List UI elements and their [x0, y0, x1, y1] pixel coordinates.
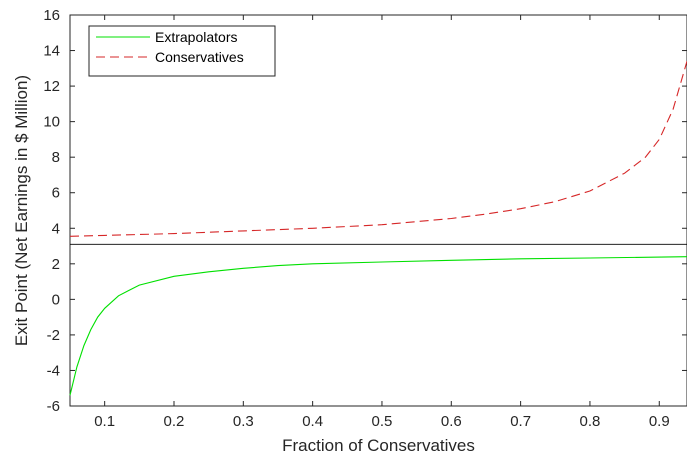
x-tick-label: 0.5: [372, 413, 393, 430]
y-tick-label: 6: [52, 185, 60, 202]
plot-area: [69, 14, 687, 407]
y-tick-label: 14: [43, 43, 60, 60]
x-tick-label: 0.2: [164, 413, 185, 430]
extrapolators-series-line: [69, 256, 687, 396]
x-tick-label: 0.1: [94, 413, 115, 430]
x-tick-label: 0.6: [441, 413, 462, 430]
conservatives-series-line: [69, 61, 687, 237]
y-tick-label: -6: [47, 398, 60, 415]
x-axis-title: Fraction of Conservatives: [282, 436, 475, 455]
y-tick-label: 4: [52, 220, 60, 237]
y-axis-title: Exit Point (Net Earnings in $ Million): [12, 75, 31, 346]
y-tick-label: 10: [43, 114, 60, 131]
plot-frame: [69, 14, 687, 407]
series-layer: [69, 61, 687, 396]
ticks-layer: 0.1 0.2 0.3 0.4 0.5 0.6 0.7 0.8 0.9 -6 -4 -2 0 2 4 6 8 10…: [43, 7, 687, 430]
y-tick-label: 8: [52, 149, 60, 166]
y-tick-label: -2: [47, 327, 60, 344]
y-tick-label: -4: [47, 362, 60, 379]
x-tick-label: 0.9: [649, 413, 670, 430]
x-tick-label: 0.7: [510, 413, 531, 430]
y-tick-label: 16: [43, 7, 60, 24]
x-tick-label: 0.3: [233, 413, 254, 430]
legend-box: [88, 25, 276, 77]
y-tick-label: 2: [52, 256, 60, 273]
x-tick-label: 0.8: [580, 413, 601, 430]
legend-label-extrapolators: Extrapolators: [155, 29, 237, 45]
y-tick-label: 12: [43, 78, 60, 95]
x-tick-label: 0.4: [302, 413, 323, 430]
y-tick-label: 0: [52, 291, 60, 308]
legend-label-conservatives: Conservatives: [155, 49, 244, 65]
legend: Extrapolators Conservatives: [88, 25, 276, 77]
